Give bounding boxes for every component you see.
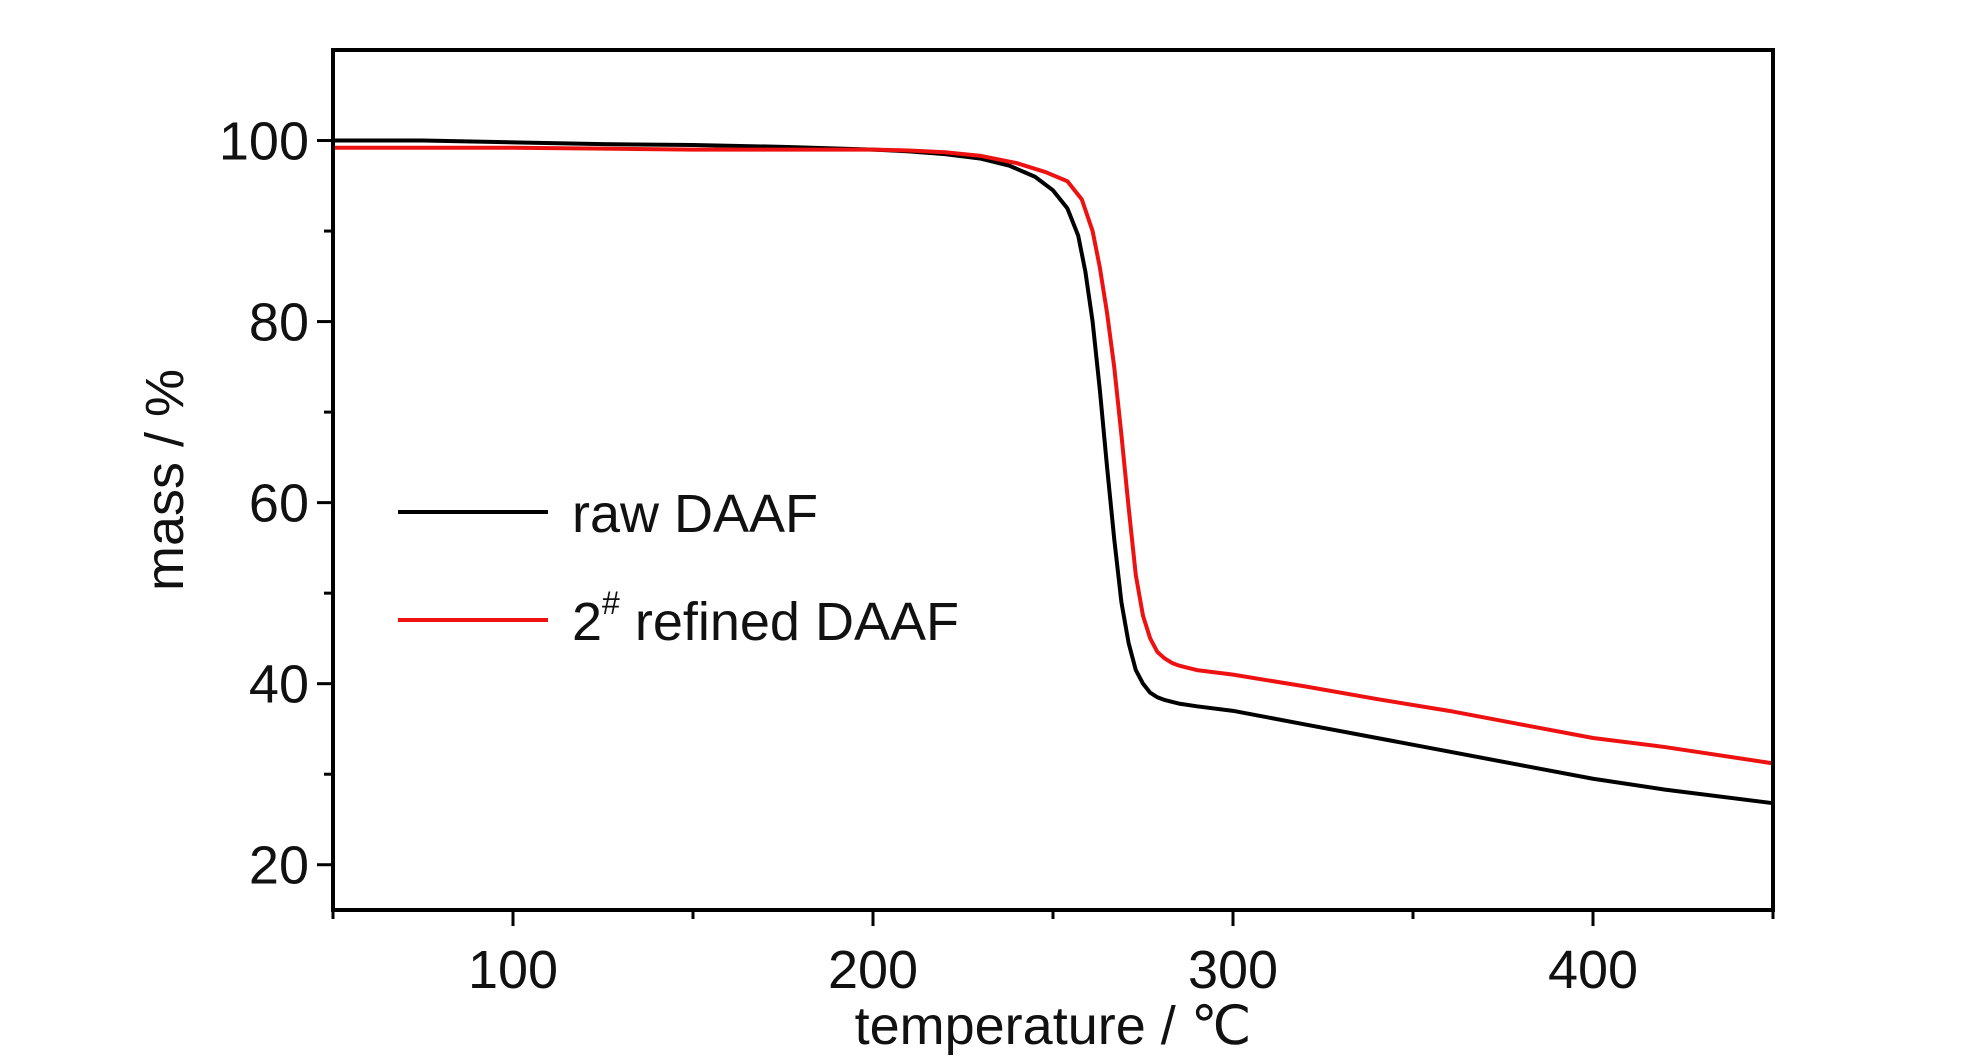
- x-tick-label: 100: [468, 940, 558, 1000]
- x-tick-label: 200: [828, 940, 918, 1000]
- y-tick-label: 40: [249, 655, 309, 715]
- tick-labels-layer: 100 200 300 400 20 40 60 80 100: [219, 112, 1638, 1000]
- ticks-layer: [317, 139, 1775, 926]
- legend-label-refined-daaf: 2# refined DAAF: [572, 585, 959, 652]
- legend: raw DAAF 2# refined DAAF: [398, 484, 959, 652]
- y-tick-label: 60: [249, 474, 309, 534]
- legend-label-raw-daaf: raw DAAF: [572, 484, 818, 544]
- y-tick-label: 20: [249, 836, 309, 896]
- y-tick-label: 80: [249, 293, 309, 353]
- y-tick-label: 100: [219, 112, 309, 172]
- series-layer: [331, 138, 1775, 806]
- series-line-refined-daaf: [331, 145, 1775, 766]
- y-axis-title: mass / %: [135, 369, 195, 591]
- x-tick-label: 300: [1188, 940, 1278, 1000]
- x-tick-label: 400: [1548, 940, 1638, 1000]
- x-axis-title: temperature / ℃: [855, 996, 1252, 1056]
